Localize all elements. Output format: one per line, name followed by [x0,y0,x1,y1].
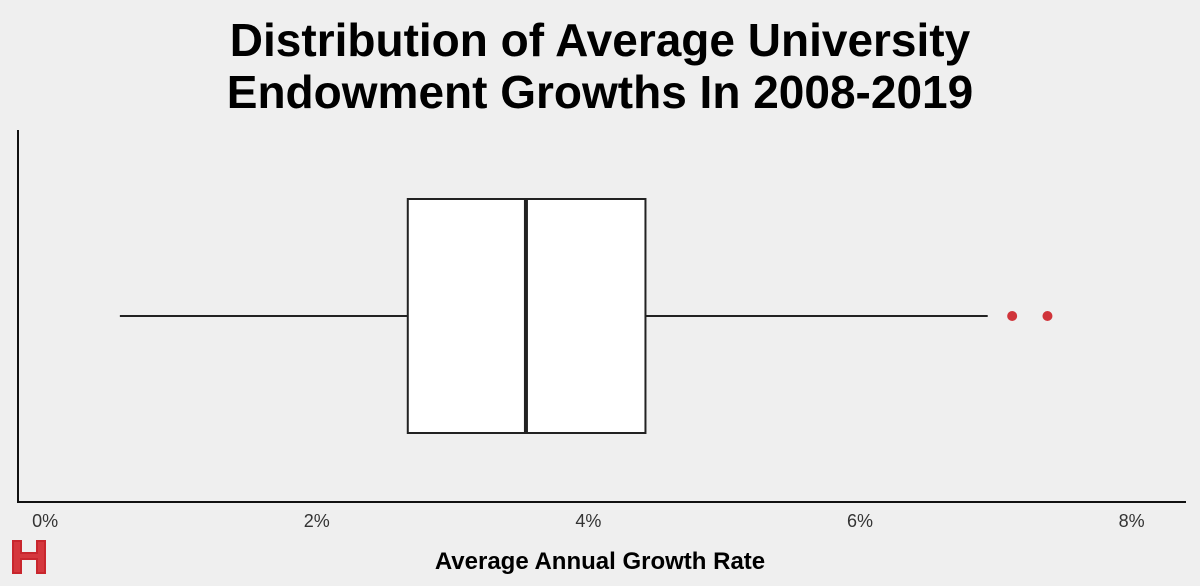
chart-container: Distribution of Average University Endow… [0,0,1200,586]
x-tick-label: 2% [304,511,330,531]
boxplot-svg: 0% 2% 4% 6% 8% [0,0,1200,586]
x-tick-label: 6% [847,511,873,531]
x-tick-label: 4% [575,511,601,531]
x-tick-label: 8% [1119,511,1145,531]
outlier-point [1042,311,1052,321]
outlier-point [1007,311,1017,321]
x-tick-label: 0% [32,511,58,531]
h-logo-icon [10,538,48,576]
x-axis-label: Average Annual Growth Rate [0,548,1200,576]
